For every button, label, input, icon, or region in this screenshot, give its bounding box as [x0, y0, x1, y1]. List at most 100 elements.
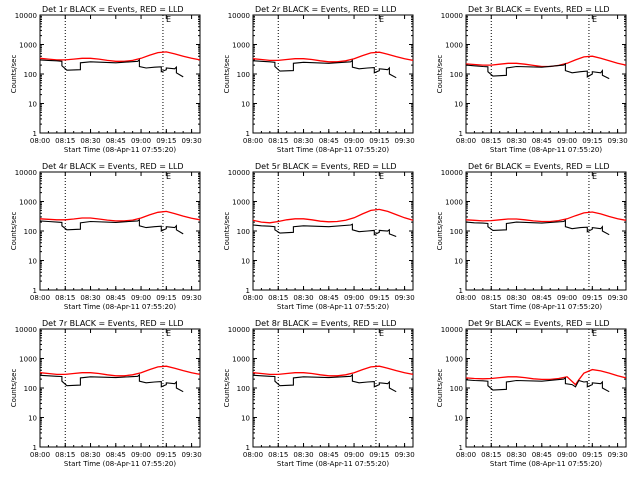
panel-title: Det 9r BLACK = Events, RED = LLD	[468, 319, 610, 328]
x-tick-label: 09:30	[181, 137, 201, 145]
event-marker-label: E	[379, 172, 384, 181]
x-tick-label: 09:30	[181, 451, 201, 459]
x-axis-label: Start Time (08-Apr-11 07:55:20)	[277, 146, 389, 154]
x-tick-label: 09:00	[131, 137, 151, 145]
panel-title: Det 7r BLACK = Events, RED = LLD	[42, 319, 184, 328]
y-tick-label: 10000	[441, 326, 463, 334]
y-tick-label: 1000	[19, 199, 37, 207]
x-tick-label: 08:15	[55, 451, 75, 459]
x-tick-label: 09:00	[131, 294, 151, 302]
event-marker-label: E	[379, 15, 384, 24]
events-series-line	[465, 62, 610, 80]
y-tick-label: 1000	[445, 42, 463, 50]
y-axis-label: Counts/sec	[223, 369, 231, 408]
x-tick-label: 08:30	[80, 451, 100, 459]
panel-7: Det 7r BLACK = Events, RED = LLD 1 10 100 10…	[10, 319, 202, 468]
events-series-line	[39, 58, 184, 78]
x-tick-label: 09:30	[607, 451, 627, 459]
y-tick-label: 10000	[228, 169, 250, 177]
y-tick-label: 1000	[232, 42, 250, 50]
lld-series-line	[39, 210, 201, 222]
panel-title: Det 6r BLACK = Events, RED = LLD	[468, 162, 610, 171]
event-marker-label: E	[166, 15, 171, 24]
lld-series-line	[39, 365, 201, 377]
y-axis-label: Counts/sec	[223, 55, 231, 94]
panel-title: Det 5r BLACK = Events, RED = LLD	[255, 162, 397, 171]
x-tick-label: 08:00	[456, 451, 476, 459]
x-axis-label: Start Time (08-Apr-11 07:55:20)	[64, 303, 176, 311]
y-tick-label: 100	[24, 71, 37, 79]
x-tick-label: 08:15	[55, 294, 75, 302]
x-tick-label: 09:15	[156, 451, 176, 459]
x-tick-label: 08:15	[268, 294, 288, 302]
x-tick-label: 08:45	[532, 294, 552, 302]
panel-title: Det 4r BLACK = Events, RED = LLD	[42, 162, 184, 171]
x-tick-label: 08:30	[506, 451, 526, 459]
x-tick-label: 08:45	[319, 137, 339, 145]
y-tick-label: 1	[33, 444, 37, 452]
panel-2: Det 2r BLACK = Events, RED = LLD 1 10 100 10…	[223, 5, 415, 154]
x-tick-label: 08:30	[506, 137, 526, 145]
x-tick-label: 08:00	[243, 294, 263, 302]
x-tick-label: 09:00	[344, 137, 364, 145]
x-tick-label: 09:30	[607, 137, 627, 145]
x-tick-label: 09:00	[557, 294, 577, 302]
y-tick-label: 1	[246, 444, 250, 452]
x-axis-label: Start Time (08-Apr-11 07:55:20)	[490, 303, 602, 311]
panel-4: Det 4r BLACK = Events, RED = LLD 1 10 100 10…	[10, 162, 202, 311]
x-tick-label: 08:15	[55, 137, 75, 145]
y-tick-label: 1	[33, 287, 37, 295]
x-tick-label: 08:00	[243, 137, 263, 145]
events-series-line	[252, 373, 397, 393]
x-tick-label: 09:30	[394, 451, 414, 459]
event-marker-label: E	[166, 329, 171, 338]
lld-series-line	[252, 365, 414, 377]
panel-3: Det 3r BLACK = Events, RED = LLD 1 10 100 10…	[436, 5, 628, 154]
y-tick-label: 100	[237, 385, 250, 393]
y-tick-label: 10	[454, 415, 463, 423]
y-tick-label: 1000	[232, 356, 250, 364]
y-tick-label: 1	[33, 130, 37, 138]
x-tick-label: 08:15	[481, 137, 501, 145]
x-tick-label: 09:30	[394, 137, 414, 145]
y-tick-label: 10	[454, 258, 463, 266]
y-tick-label: 10	[241, 258, 250, 266]
event-marker-label: E	[592, 329, 597, 338]
x-tick-label: 08:45	[319, 451, 339, 459]
events-series-line	[39, 218, 184, 235]
y-axis-label: Counts/sec	[436, 369, 444, 408]
event-marker-label: E	[592, 15, 597, 24]
y-tick-label: 10000	[441, 169, 463, 177]
x-tick-label: 08:00	[30, 294, 50, 302]
events-series-line	[39, 373, 184, 393]
x-tick-label: 09:00	[131, 451, 151, 459]
x-tick-label: 09:15	[369, 137, 389, 145]
y-tick-label: 1000	[19, 42, 37, 50]
x-tick-label: 09:00	[344, 294, 364, 302]
x-tick-label: 08:45	[106, 451, 126, 459]
x-tick-label: 08:15	[268, 451, 288, 459]
y-tick-label: 10000	[228, 326, 250, 334]
panel-title: Det 1r BLACK = Events, RED = LLD	[42, 5, 184, 14]
y-tick-label: 100	[24, 385, 37, 393]
x-tick-label: 09:30	[394, 294, 414, 302]
y-tick-label: 1000	[445, 356, 463, 364]
x-axis-label: Start Time (08-Apr-11 07:55:20)	[64, 460, 176, 468]
event-marker-label: E	[592, 172, 597, 181]
y-tick-label: 10000	[441, 12, 463, 20]
y-tick-label: 1	[459, 287, 463, 295]
y-tick-label: 1	[246, 130, 250, 138]
event-marker-label: E	[379, 329, 384, 338]
x-axis-label: Start Time (08-Apr-11 07:55:20)	[277, 303, 389, 311]
y-tick-label: 1000	[232, 199, 250, 207]
x-tick-label: 08:45	[106, 294, 126, 302]
panel-title: Det 8r BLACK = Events, RED = LLD	[255, 319, 397, 328]
y-tick-label: 100	[237, 71, 250, 79]
x-tick-label: 08:45	[106, 137, 126, 145]
x-tick-label: 09:15	[582, 451, 602, 459]
panel-6: Det 6r BLACK = Events, RED = LLD 1 10 100 10…	[436, 162, 628, 311]
y-tick-label: 10	[241, 415, 250, 423]
x-tick-label: 08:30	[293, 137, 313, 145]
